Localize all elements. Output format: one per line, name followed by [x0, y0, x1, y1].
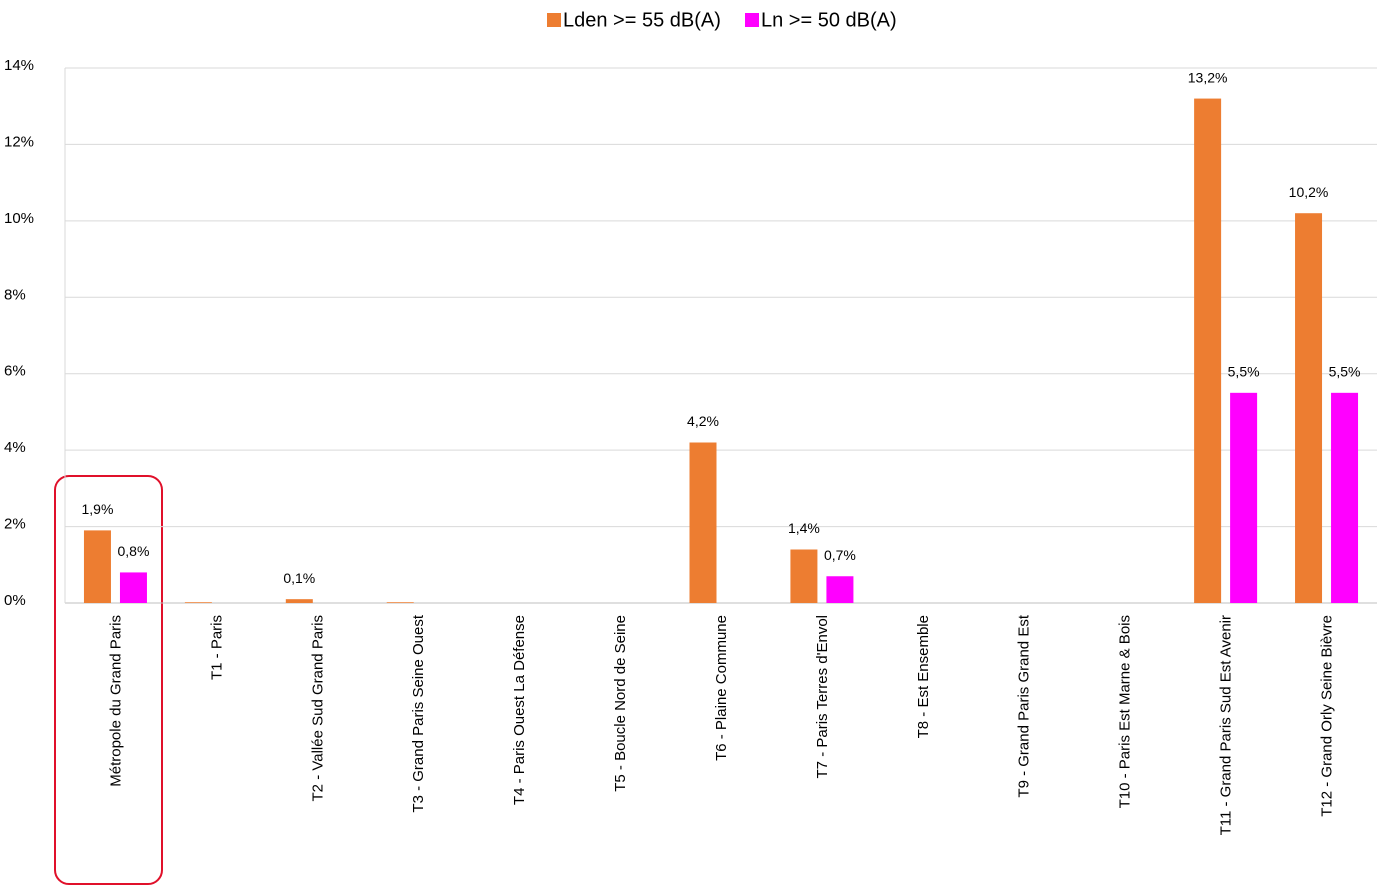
- x-tick-label: T11 - Grand Paris Sud Est Avenir: [1218, 615, 1235, 835]
- legend-label: Ln >= 50 dB(A): [761, 9, 897, 31]
- x-tick-label: T6 - Plaine Commune: [713, 615, 730, 761]
- data-label: 1,4%: [788, 520, 820, 536]
- y-tick-label: 0%: [4, 592, 26, 609]
- y-tick-label: 14%: [4, 57, 34, 74]
- bar: [1194, 98, 1222, 604]
- bar: [1331, 392, 1359, 603]
- bar: [386, 602, 414, 603]
- y-tick-label: 4%: [4, 439, 26, 456]
- y-tick-label: 2%: [4, 516, 26, 533]
- data-label: 5,5%: [1329, 364, 1361, 380]
- x-tick-label: T1 - Paris: [208, 615, 225, 680]
- x-tick-label: T9 - Grand Paris Grand Est: [1016, 614, 1033, 797]
- x-tick-label: T8 - Est Ensemble: [915, 615, 932, 738]
- bar: [790, 549, 818, 603]
- bar: [119, 572, 147, 603]
- data-label: 0,8%: [118, 543, 150, 559]
- bar: [689, 442, 717, 603]
- x-tick-label: T3 - Grand Paris Seine Ouest: [410, 614, 427, 812]
- x-tick-label: T12 - Grand Orly Seine Bièvre: [1319, 615, 1336, 817]
- y-tick-label: 12%: [4, 133, 34, 150]
- highlight-box: [54, 475, 163, 885]
- x-tick-label: T10 - Paris Est Marne & Bois: [1117, 615, 1134, 808]
- data-label: 4,2%: [687, 413, 719, 429]
- data-label: 10,2%: [1289, 184, 1329, 200]
- bar: [83, 530, 111, 603]
- y-tick-label: 6%: [4, 363, 26, 380]
- legend-swatch: [547, 13, 561, 27]
- data-label: 13,2%: [1188, 69, 1228, 85]
- data-label: 5,5%: [1228, 364, 1260, 380]
- legend-label: Lden >= 55 dB(A): [563, 9, 721, 31]
- bar: [285, 599, 313, 603]
- bar: [1230, 392, 1258, 603]
- y-tick-label: 8%: [4, 286, 26, 303]
- x-tick-label: Métropole du Grand Paris: [107, 615, 124, 787]
- bar: [184, 602, 212, 603]
- x-tick-label: T4 - Paris Ouest La Défense: [511, 615, 528, 805]
- bar: [826, 576, 854, 603]
- data-label: 0,7%: [824, 547, 856, 563]
- legend-swatch: [745, 13, 759, 27]
- bar: [1295, 213, 1323, 603]
- data-label: 0,1%: [283, 570, 315, 586]
- y-tick-label: 10%: [4, 210, 34, 227]
- x-tick-label: T7 - Paris Terres d'Envol: [814, 615, 831, 778]
- x-tick-label: T5 - Boucle Nord de Seine: [612, 615, 629, 792]
- x-tick-label: T2 - Vallée Sud Grand Paris: [309, 615, 326, 801]
- data-label: 1,9%: [82, 501, 114, 517]
